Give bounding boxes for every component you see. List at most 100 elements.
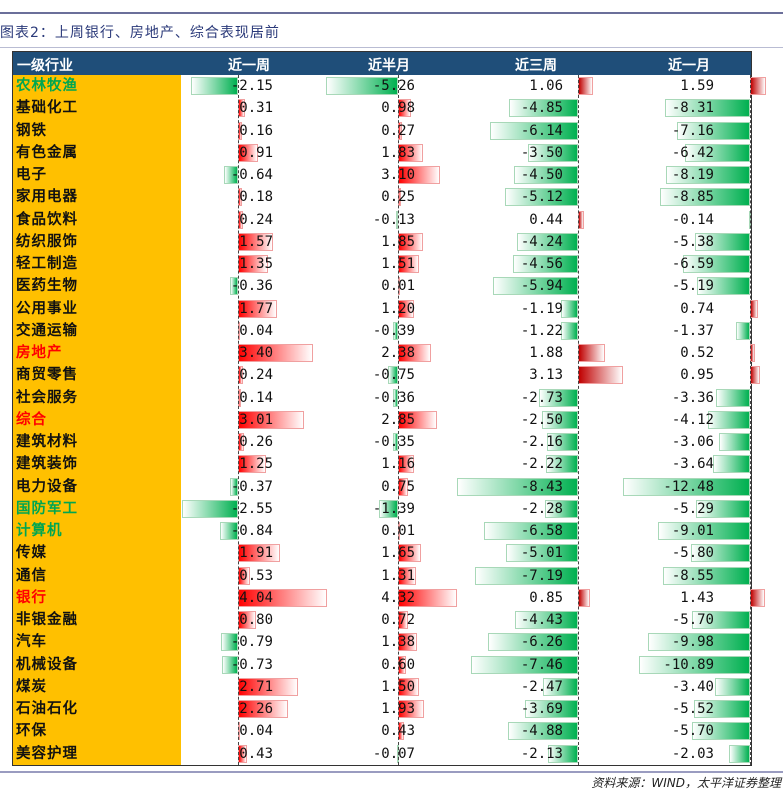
- value-half-month: -0.36: [372, 389, 415, 406]
- industry-name: 社会服务: [13, 386, 181, 409]
- value-1month: -5.19: [671, 278, 714, 295]
- value-half-month: 1.85: [381, 233, 415, 250]
- value-3weeks: -7.46: [520, 656, 563, 673]
- data-bar-3weeks: [546, 455, 578, 474]
- data-bar-3weeks: [517, 232, 578, 251]
- value-half-month: 1.65: [381, 545, 415, 562]
- industry-name: 建筑材料: [13, 431, 181, 454]
- data-bar-half-month: [325, 77, 398, 95]
- industry-name: 机械设备: [13, 653, 181, 676]
- table-row: 社会服务 0.14 -0.36 -2.73 -3.36: [13, 386, 751, 409]
- data-bar-3weeks: [560, 299, 578, 318]
- data-bar-3weeks: [525, 700, 578, 718]
- data-bar-3weeks: [578, 77, 594, 95]
- value-1week: -0.64: [230, 167, 273, 183]
- data-bar-3weeks: [493, 277, 578, 296]
- axis-line-3weeks: [578, 75, 579, 765]
- value-half-month: 0.60: [381, 656, 415, 673]
- data-bar-1month: [638, 655, 750, 674]
- value-1month: -9.98: [671, 634, 714, 651]
- industry-name: 钢铁: [13, 119, 181, 142]
- data-bar-1month: [666, 166, 750, 184]
- data-bar-1week: [220, 633, 238, 652]
- value-3weeks: 0.44: [529, 211, 563, 228]
- value-half-month: 0.01: [381, 523, 415, 539]
- industry-name: 汽车: [13, 631, 181, 654]
- value-1week: -0.37: [230, 478, 273, 495]
- value-1week: 0.14: [239, 389, 273, 406]
- value-1week: 0.80: [239, 612, 273, 628]
- value-3weeks: -2.50: [520, 411, 563, 428]
- industry-name: 电力设备: [13, 475, 181, 498]
- industry-name: 基础化工: [13, 97, 181, 120]
- value-half-month: -0.13: [372, 211, 415, 228]
- data-bar-half-month: [392, 321, 398, 340]
- value-1month: -8.31: [671, 100, 714, 117]
- table-row: 综合 3.01 2.85 -2.50 -4.12: [13, 408, 751, 431]
- value-3weeks: -4.88: [520, 723, 563, 740]
- value-3weeks: -2.13: [520, 745, 563, 762]
- header-industry: 一级行业: [17, 58, 73, 74]
- data-bar-3weeks: [508, 722, 578, 741]
- value-3weeks: -7.19: [520, 567, 563, 584]
- table-row: 基础化工 0.31 0.98 -4.85 -8.31: [13, 97, 751, 120]
- value-3weeks: -3.50: [520, 144, 563, 161]
- value-3weeks: -2.28: [520, 500, 563, 517]
- header-1week: 近一周: [228, 58, 270, 74]
- header-1month: 近一月: [668, 58, 710, 74]
- table-row: 计算机 -0.84 0.01 -6.58 -9.01: [13, 520, 751, 543]
- value-1month: -10.89: [663, 656, 714, 673]
- data-bar-1month: [695, 232, 750, 251]
- table-row: 电力设备 -0.37 0.75 -8.43 -12.48: [13, 475, 751, 498]
- value-half-month: 1.38: [381, 634, 415, 651]
- value-3weeks: -8.43: [520, 478, 563, 495]
- industry-name: 医药生物: [13, 275, 181, 298]
- value-1week: -0.79: [230, 634, 273, 651]
- data-bar-1month: [750, 588, 765, 607]
- value-3weeks: 0.85: [529, 589, 563, 606]
- table-row: 农林牧渔 -2.15 -5.26 1.06 1.59: [13, 75, 767, 98]
- data-bar-1month: [707, 410, 750, 429]
- table-row: 建筑材料 0.26 -0.35 -2.16 -3.06: [13, 431, 751, 454]
- value-1week: 1.77: [239, 300, 273, 317]
- value-half-month: 1.20: [381, 300, 415, 317]
- industry-name: 电子: [13, 164, 181, 187]
- data-bar-3weeks: [488, 633, 578, 652]
- value-half-month: 1.31: [381, 567, 415, 584]
- data-bar-3weeks: [513, 166, 578, 184]
- value-half-month: 1.16: [381, 456, 415, 473]
- value-half-month: -0.07: [372, 745, 415, 762]
- value-1week: 2.26: [239, 701, 273, 717]
- industry-name: 商贸零售: [13, 364, 181, 387]
- data-bar-1week: [219, 522, 238, 540]
- value-1week: 0.53: [239, 567, 273, 584]
- value-1week: 3.40: [239, 345, 273, 361]
- industry-name: 计算机: [13, 520, 181, 543]
- value-1month: -5.29: [671, 500, 714, 517]
- data-bar-3weeks: [475, 566, 578, 585]
- value-1month: -5.70: [671, 723, 714, 740]
- value-half-month: 4.32: [381, 589, 415, 606]
- value-1week: 0.43: [239, 745, 273, 762]
- value-3weeks: -3.69: [520, 701, 563, 717]
- value-half-month: 1.50: [381, 678, 415, 695]
- table-row: 环保 0.04 0.43 -4.88 -5.70: [13, 720, 751, 743]
- table-row: 轻工制造 1.35 1.51 -4.56 -6.59: [13, 253, 751, 276]
- data-bar-1month: [718, 433, 750, 451]
- data-bar-1month: [691, 611, 750, 629]
- value-1week: 0.24: [239, 367, 273, 384]
- data-bar-half-month: [378, 499, 398, 518]
- data-bar-3weeks: [547, 433, 578, 451]
- industry-name: 公用事业: [13, 297, 181, 320]
- data-bar-3weeks: [538, 388, 578, 407]
- industry-name: 食品饮料: [13, 208, 181, 231]
- table-row: 有色金属 0.91 1.83 -3.50 -6.42: [13, 141, 751, 164]
- value-3weeks: -4.85: [520, 100, 563, 117]
- value-1week: -2.55: [230, 500, 273, 517]
- value-3weeks: 3.13: [529, 367, 563, 384]
- value-1month: -3.64: [671, 456, 714, 473]
- value-half-month: 0.27: [381, 122, 415, 139]
- data-bar-3weeks: [471, 655, 578, 674]
- value-3weeks: -1.22: [520, 322, 563, 339]
- data-bar-3weeks: [578, 366, 623, 385]
